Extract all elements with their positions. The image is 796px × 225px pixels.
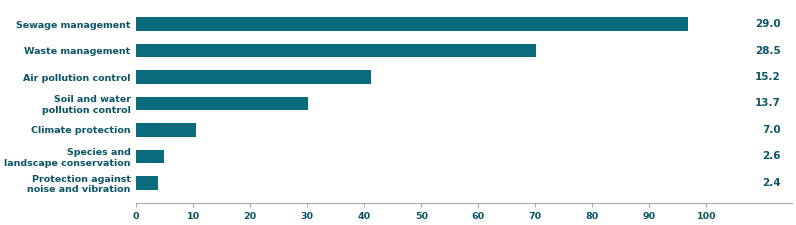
Bar [136,17,688,31]
Bar [136,44,537,57]
Bar [136,176,158,190]
Text: 15.2: 15.2 [755,72,780,82]
Text: 7.0: 7.0 [762,125,780,135]
Text: 2.4: 2.4 [762,178,780,188]
Bar [136,70,371,84]
Text: 13.7: 13.7 [755,99,780,108]
Bar [136,123,196,137]
Text: 28.5: 28.5 [755,45,780,56]
Bar [136,150,164,163]
Text: 29.0: 29.0 [755,19,780,29]
Text: 2.6: 2.6 [762,151,780,162]
Bar [136,97,308,110]
